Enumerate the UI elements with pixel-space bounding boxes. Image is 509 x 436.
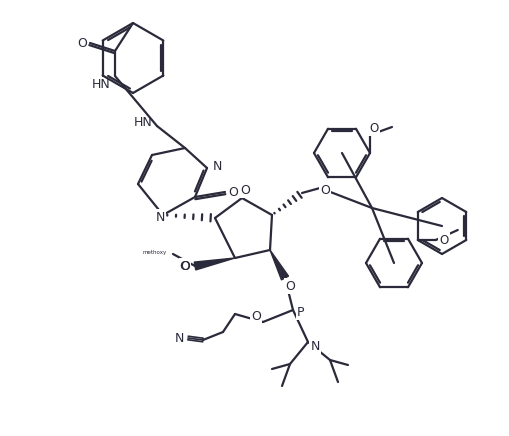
Text: P: P (297, 306, 304, 319)
Text: N: N (174, 333, 183, 345)
Text: O: O (240, 184, 249, 197)
Polygon shape (269, 250, 288, 280)
Text: O: O (369, 122, 378, 134)
Text: O: O (179, 260, 190, 273)
Text: N: N (212, 160, 221, 173)
Polygon shape (194, 258, 235, 270)
Text: O: O (285, 279, 294, 293)
Text: methoxy: methoxy (143, 249, 167, 255)
Text: O: O (320, 184, 329, 197)
Text: O: O (180, 259, 189, 272)
Text: N: N (155, 211, 164, 224)
Text: N: N (309, 341, 319, 354)
Text: O: O (77, 37, 87, 50)
Text: O: O (228, 185, 238, 198)
Text: O: O (250, 310, 261, 324)
Text: HN: HN (92, 78, 110, 91)
Text: HN: HN (133, 116, 152, 129)
Text: O: O (438, 234, 447, 246)
